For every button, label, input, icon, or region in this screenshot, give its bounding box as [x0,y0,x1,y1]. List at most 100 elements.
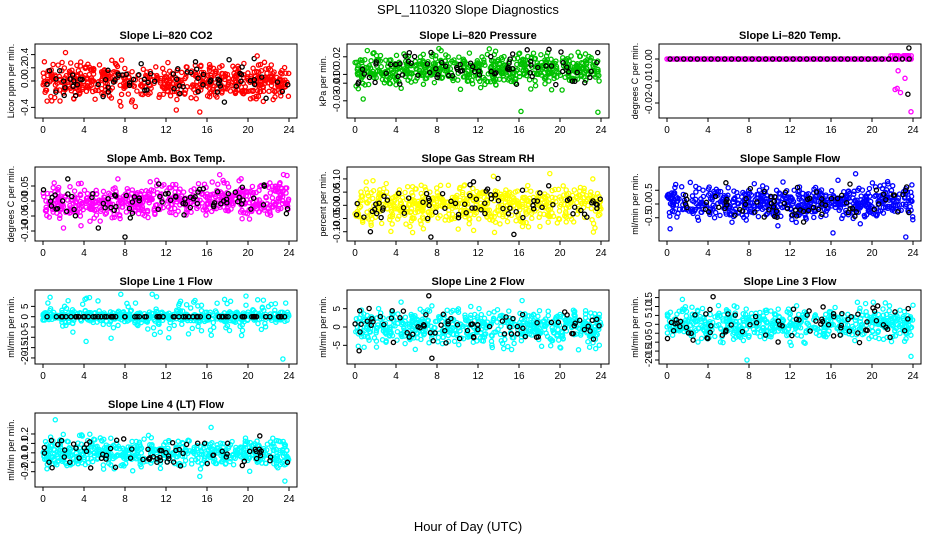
rh-point [394,216,401,222]
pressure-point [493,81,499,88]
line3-point [712,333,718,340]
temp-point [817,56,824,62]
line2-point [429,303,435,309]
co2-point [151,78,158,85]
co2-point [118,91,125,98]
co2-point [122,65,128,72]
rh-point [445,182,452,189]
rh-point [408,205,415,212]
rh-point [358,193,365,199]
co2-y-tick-label: 0.0 [20,74,31,88]
line2-point [582,315,589,321]
boxtemp-point [167,185,174,191]
pressure-point [364,47,371,54]
temp-point [906,56,912,62]
co2-point [50,61,56,68]
temp-point [790,56,796,62]
co2-point [99,90,105,97]
line1-x-axis: 0 4 8 12 16 20 24 [40,364,295,382]
co2-point [53,76,59,82]
co2-point [44,98,50,104]
line1-point [150,325,157,331]
co2-point [61,65,68,71]
line2-x-tick-label: 0 [352,371,358,382]
co2-y-tick-label: 0.2 [20,60,31,74]
line2-y-tick-label: 5 [332,305,343,311]
line1-point [63,322,69,329]
line1-point [40,317,46,323]
pressure-point [419,61,425,67]
sample-y-axis: -0.50.00.5 [644,183,659,226]
line2-point [544,333,551,340]
pressure-point [395,73,401,80]
pressure-point [582,51,589,57]
co2-point [86,71,92,78]
co2-point [239,88,245,95]
co2-point [242,84,249,90]
pressure-point [456,54,462,60]
boxtemp-point [65,176,71,182]
line1-point [47,294,53,301]
boxtemp-point [73,199,80,205]
line2-point [500,345,507,352]
sample-point [889,183,896,189]
boxtemp-point [167,209,173,216]
co2-point [279,67,285,74]
temp-point [721,56,728,62]
temp-point [894,85,900,92]
line1-point [255,320,261,327]
pressure-point [471,68,478,75]
panel-rh: Slope Gas Stream RH0 4 8 12 16 20 24-0.10-0.05… [318,153,610,259]
line2-point [557,344,563,350]
co2-point [278,93,284,99]
co2-x-tick-label: 20 [242,125,254,136]
boxtemp-point [81,187,88,194]
rh-point [432,209,439,215]
sample-point [858,193,864,199]
boxtemp-point [284,172,290,179]
co2-point [237,70,243,77]
sample-x-tick-label: 4 [705,248,711,259]
line1-point [151,331,158,338]
line2-point [355,343,362,349]
co2-point [219,70,226,77]
pressure-point [443,52,449,58]
pressure-point [428,49,434,56]
pressure-point [397,60,403,67]
line1-point [239,327,246,334]
line2-point [402,340,408,347]
boxtemp-point [84,190,91,197]
pressure-point [411,53,418,60]
line1-point [100,321,106,328]
co2-point [102,83,109,90]
figure-xlabel: Hour of Day (UTC) [414,519,522,534]
boxtemp-point [237,209,244,215]
co2-point [118,103,124,109]
boxtemp-point [216,171,223,178]
sample-point [908,189,914,195]
line2-point [545,308,551,314]
rh-point [525,207,532,214]
boxtemp-point [177,186,183,192]
co2-point [198,62,204,69]
pressure-point [405,58,412,65]
sample-point [775,223,781,229]
rh-point [571,187,578,193]
line1-point [238,332,245,339]
pressure-point [516,51,522,57]
boxtemp-point [77,192,84,199]
sample-x-tick-label: 16 [825,248,837,259]
boxtemp-point [78,201,85,207]
co2-point [214,89,221,95]
co2-point [256,74,263,80]
line1-point [258,326,265,333]
line1-point [45,300,51,306]
co2-point [261,59,268,66]
boxtemp-point [87,218,93,224]
temp-point [844,56,851,62]
pressure-point [595,68,601,74]
sample-point [667,226,673,232]
line2-point [400,308,407,314]
co2-point [105,73,112,80]
